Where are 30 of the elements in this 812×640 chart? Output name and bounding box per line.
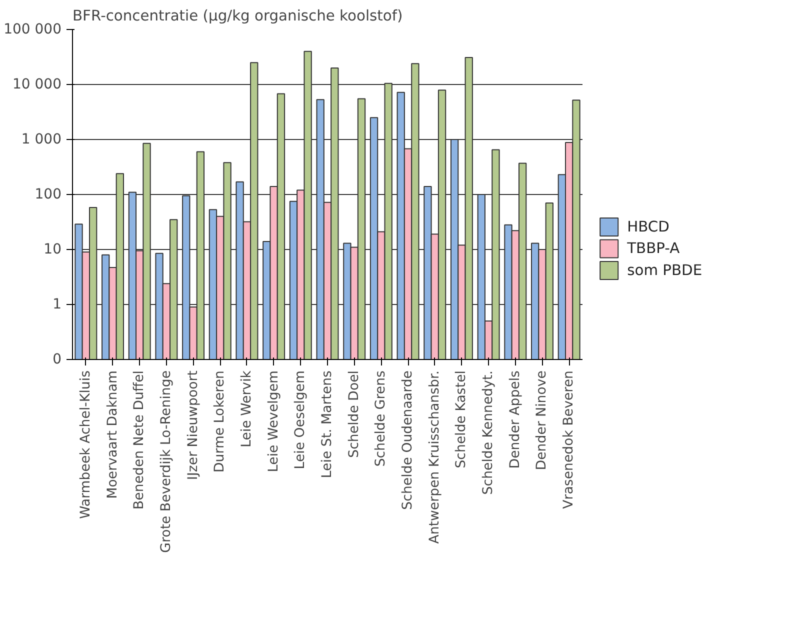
y-tick-label: 10 000 xyxy=(12,76,62,92)
x-tick-label: Leie Wevelgem xyxy=(266,370,282,472)
y-tick-label: 1 000 xyxy=(21,132,62,148)
x-tick-label: Durme Lokeren xyxy=(212,370,228,472)
x-tick-label: Schelde Kennedyt. xyxy=(481,370,496,495)
x-tick-label: Dender Ninove xyxy=(534,370,550,470)
chart-title: BFR-concentratie (µg/kg organische koolstof) xyxy=(72,8,403,24)
x-tick-label: Grote Beverdijk Lo-Reninge xyxy=(158,370,174,553)
x-tick-label: Schelde Doel xyxy=(346,370,362,458)
legend-label: TBBP-A xyxy=(626,240,680,258)
x-tick-label: Moervaart Daknam xyxy=(105,370,120,499)
y-tick-label: 1 xyxy=(52,296,62,312)
x-tick-label: IJzer Nieuwpoort xyxy=(186,370,201,480)
x-tick-label: Leie Wervik xyxy=(239,370,254,448)
legend-label: som PBDE xyxy=(627,262,702,279)
x-tick-label: Beneden Nete Duffel xyxy=(132,370,148,510)
x-tick-label: Antwerpen Kruisschansbr. xyxy=(427,370,442,544)
x-tick-label: Warmbeek Achel-Kluis xyxy=(78,370,94,519)
legend-label: HBCD xyxy=(627,218,670,236)
x-tick-label: Dender Appels xyxy=(508,370,523,469)
x-tick-label: Leie Oeselgem xyxy=(293,370,308,470)
x-tick-label: Schelde Oudenaarde xyxy=(400,370,416,510)
x-tick-label: Schelde Grens xyxy=(374,370,389,467)
x-tick-label: Vrasenedok Beveren xyxy=(562,370,577,509)
y-tick-label: 100 000 xyxy=(4,22,62,38)
y-tick-label: 0 xyxy=(52,352,62,368)
x-tick-label: Leie St. Martens xyxy=(320,370,335,478)
y-tick-label: 100 xyxy=(34,186,62,202)
y-tick-label: 10 xyxy=(44,242,62,258)
x-tick-label: Schelde Kastel xyxy=(454,370,470,468)
